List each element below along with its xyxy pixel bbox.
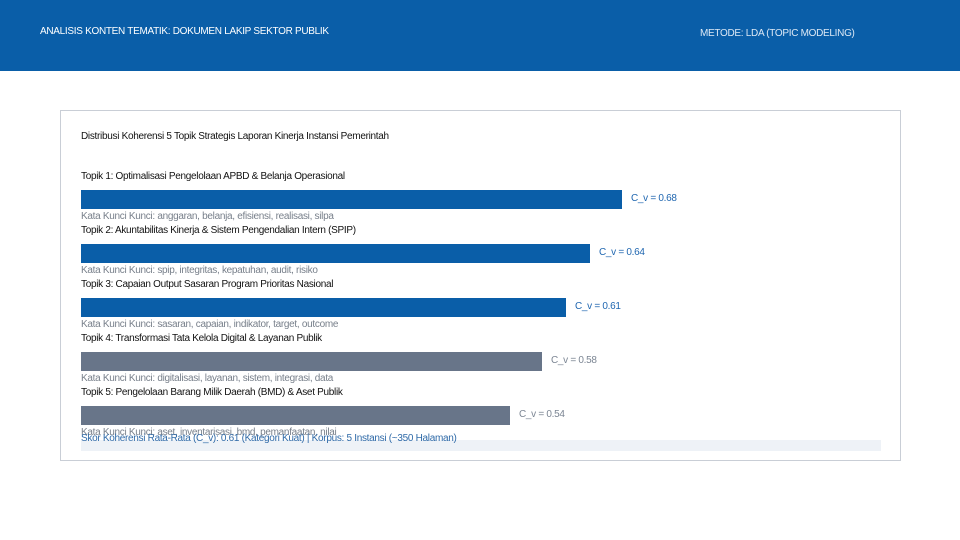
topic-row: Topik 3: Capaian Output Sasaran Program …	[81, 279, 881, 333]
topic-label: Topik 2: Akuntabilitas Kinerja & Sistem …	[81, 225, 356, 236]
method-label: METODE: LDA (TOPIC MODELING)	[700, 28, 855, 39]
topic-keywords: Kata Kunci Kunci: digitalisasi, layanan,…	[81, 373, 334, 384]
footer-strip	[81, 440, 881, 451]
topic-bar	[81, 406, 510, 425]
topic-keywords: Kata Kunci Kunci: sasaran, capaian, indi…	[81, 319, 339, 330]
topic-label: Topik 5: Pengelolaan Barang Milik Daerah…	[81, 387, 343, 398]
chart-card: Distribusi Koherensi 5 Topik Strategis L…	[60, 110, 901, 461]
header-banner: ANALISIS KONTEN TEMATIK: DOKUMEN LAKIP S…	[0, 0, 960, 71]
bar-value-label: C_v = 0.54	[519, 409, 565, 420]
footer-summary: Skor Koherensi Rata-Rata (C_v): 0.61 (Ka…	[81, 433, 457, 444]
topic-bar	[81, 352, 542, 371]
bar-value-label: C_v = 0.58	[551, 355, 597, 366]
topic-row: Topik 4: Transformasi Tata Kelola Digita…	[81, 333, 881, 387]
topic-keywords: Kata Kunci Kunci: anggaran, belanja, efi…	[81, 211, 334, 222]
topic-row: Topik 5: Pengelolaan Barang Milik Daerah…	[81, 387, 881, 441]
page-title: ANALISIS KONTEN TEMATIK: DOKUMEN LAKIP S…	[40, 26, 329, 37]
bar-value-label: C_v = 0.61	[575, 301, 621, 312]
topic-bar	[81, 244, 590, 263]
topic-label: Topik 4: Transformasi Tata Kelola Digita…	[81, 333, 322, 344]
chart-title: Distribusi Koherensi 5 Topik Strategis L…	[81, 131, 389, 142]
bar-value-label: C_v = 0.64	[599, 247, 645, 258]
topic-row: Topik 2: Akuntabilitas Kinerja & Sistem …	[81, 225, 881, 279]
topic-bar	[81, 298, 566, 317]
topic-row: Topik 1: Optimalisasi Pengelolaan APBD &…	[81, 171, 881, 225]
topic-keywords: Kata Kunci Kunci: aset, inventarisasi, b…	[81, 427, 337, 438]
bar-value-label: C_v = 0.68	[631, 193, 677, 204]
topic-label: Topik 3: Capaian Output Sasaran Program …	[81, 279, 334, 290]
topic-label: Topik 1: Optimalisasi Pengelolaan APBD &…	[81, 171, 345, 182]
topic-bar	[81, 190, 622, 209]
topic-keywords: Kata Kunci Kunci: spip, integritas, kepa…	[81, 265, 318, 276]
